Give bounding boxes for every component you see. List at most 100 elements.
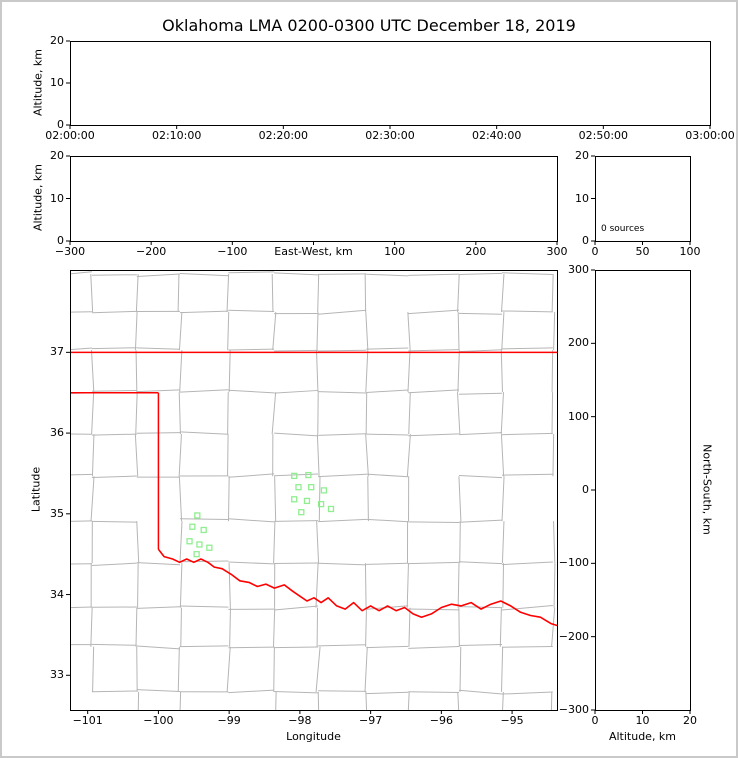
county-line	[178, 392, 181, 435]
county-line	[458, 432, 503, 436]
station-marker	[320, 487, 328, 494]
county-line	[459, 521, 461, 564]
county-line	[365, 392, 368, 435]
county-line	[228, 473, 275, 478]
county-line	[178, 434, 182, 477]
county-line	[366, 645, 409, 649]
county-line	[457, 312, 460, 351]
county-line	[408, 691, 459, 694]
county-line	[274, 520, 319, 522]
county-line	[318, 518, 367, 523]
y-axis-label-latitude: Latitude	[29, 466, 43, 513]
county-line	[551, 274, 554, 313]
county-line	[274, 272, 319, 276]
county-line	[502, 730, 553, 733]
county-line	[180, 607, 182, 647]
county-line	[366, 691, 409, 695]
county-line	[501, 272, 553, 276]
county-line	[274, 476, 277, 522]
county-line	[43, 274, 45, 312]
y-axis-label-time-height: Altitude, km	[31, 48, 45, 117]
county-line	[316, 350, 319, 393]
county-line	[44, 434, 45, 476]
county-line	[228, 348, 275, 351]
county-line	[177, 646, 180, 692]
county-line	[458, 392, 503, 395]
county-line	[315, 646, 321, 692]
county-line	[364, 563, 367, 608]
county-line	[90, 476, 95, 522]
station-marker	[317, 500, 325, 508]
county-line	[458, 689, 503, 695]
county-line	[70, 347, 92, 351]
county-line	[178, 476, 183, 522]
county-line	[458, 561, 503, 565]
y-axis-label-north-south: North-South, km	[700, 444, 714, 535]
county-line	[91, 562, 137, 567]
county-line	[459, 731, 502, 734]
county-line	[550, 691, 553, 710]
county-line	[91, 643, 137, 646]
county-line	[318, 690, 367, 692]
county-line	[70, 473, 92, 476]
map-layer	[43, 271, 557, 734]
county-line	[228, 350, 231, 393]
county-line	[91, 433, 137, 436]
county-line	[501, 312, 505, 351]
county-line	[43, 608, 44, 647]
station-marker	[303, 497, 311, 505]
county-line	[457, 350, 460, 393]
county-line	[500, 350, 503, 393]
county-line	[43, 350, 45, 392]
county-line	[408, 645, 459, 649]
county-line	[317, 274, 320, 313]
county-line	[226, 646, 231, 692]
county-line	[366, 605, 409, 610]
station-marker	[206, 544, 213, 551]
county-line	[366, 562, 409, 565]
county-line	[458, 312, 503, 315]
county-line	[406, 563, 409, 608]
station-marker	[200, 526, 207, 534]
county-line	[91, 520, 137, 523]
county-line	[408, 433, 459, 437]
county-line	[274, 432, 319, 437]
county-line	[365, 350, 369, 393]
county-line	[366, 273, 409, 277]
station-marker	[193, 551, 200, 558]
county-line	[229, 607, 231, 647]
county-line	[501, 476, 505, 522]
county-line	[366, 473, 409, 478]
county-line	[408, 561, 459, 565]
county-line	[272, 607, 276, 647]
county-line	[274, 389, 319, 394]
station-marker	[196, 541, 203, 548]
station-marker	[186, 538, 193, 545]
county-line	[134, 434, 139, 477]
county-line	[366, 389, 409, 393]
county-line	[228, 476, 230, 522]
county-line	[91, 434, 95, 477]
county-line	[502, 691, 504, 710]
county-line	[408, 392, 411, 435]
county-line	[501, 473, 553, 476]
county-line	[179, 521, 183, 564]
county-line	[406, 434, 411, 477]
station-marker	[298, 509, 305, 516]
county-line	[366, 347, 409, 350]
county-line	[136, 347, 180, 350]
county-line	[135, 392, 138, 435]
county-line	[179, 310, 229, 314]
county-line	[45, 521, 46, 563]
county-line	[501, 561, 553, 566]
county-line	[318, 473, 367, 478]
station-marker	[291, 472, 298, 480]
county-line	[43, 692, 45, 732]
county-line	[226, 274, 230, 313]
panel-border	[70, 41, 711, 126]
county-line	[70, 433, 92, 435]
county-line	[228, 646, 275, 649]
y-axis-label-ew-height: Altitude, km	[31, 163, 45, 232]
county-line	[137, 691, 140, 710]
